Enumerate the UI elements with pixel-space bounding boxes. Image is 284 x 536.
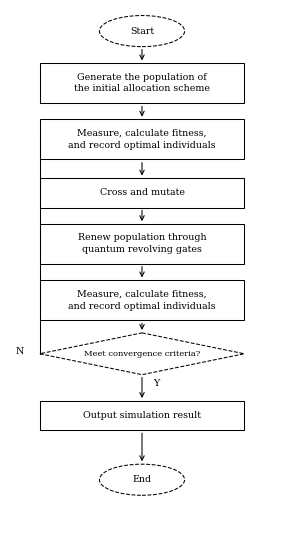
Text: Meet convergence criteria?: Meet convergence criteria? (84, 350, 200, 358)
Polygon shape (40, 333, 244, 375)
Text: End: End (132, 475, 152, 484)
Text: Renew population through
quantum revolving gates: Renew population through quantum revolvi… (78, 234, 206, 254)
Text: Generate the population of
the initial allocation scheme: Generate the population of the initial a… (74, 73, 210, 93)
Text: N: N (15, 347, 24, 355)
Bar (40, 178, 244, 207)
Text: Start: Start (130, 27, 154, 35)
Ellipse shape (99, 464, 185, 495)
Text: Y: Y (153, 379, 159, 388)
Text: Output simulation result: Output simulation result (83, 411, 201, 420)
Bar (40, 63, 244, 103)
Bar (40, 120, 244, 160)
Bar (40, 401, 244, 430)
Text: Measure, calculate fitness,
and record optimal individuals: Measure, calculate fitness, and record o… (68, 290, 216, 310)
Bar (40, 224, 244, 264)
Text: Measure, calculate fitness,
and record optimal individuals: Measure, calculate fitness, and record o… (68, 129, 216, 150)
Ellipse shape (99, 16, 185, 47)
Bar (40, 280, 244, 320)
Text: Cross and mutate: Cross and mutate (99, 189, 185, 197)
